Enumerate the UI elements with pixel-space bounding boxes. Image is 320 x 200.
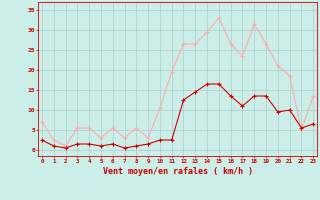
X-axis label: Vent moyen/en rafales ( km/h ): Vent moyen/en rafales ( km/h )	[103, 167, 252, 176]
